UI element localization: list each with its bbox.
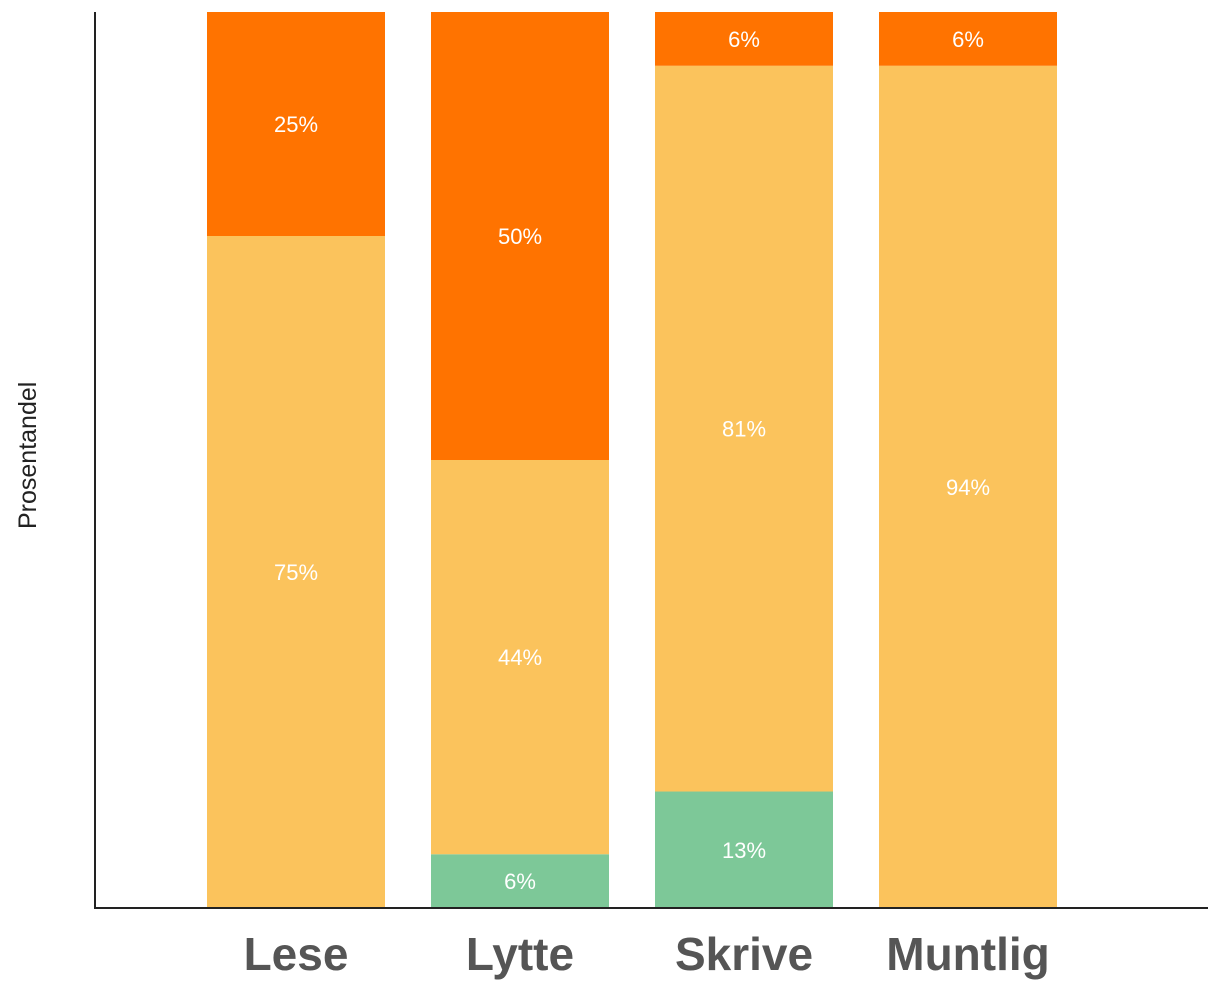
bar-segment-lese-1 bbox=[207, 236, 385, 908]
data-label-skrive-1: 81% bbox=[722, 417, 766, 442]
x-tick-label-skrive: Skrive bbox=[675, 928, 813, 980]
data-label-skrive-2: 6% bbox=[728, 27, 760, 52]
bar-segment-muntlig-2 bbox=[879, 12, 1057, 66]
x-tick-label-muntlig: Muntlig bbox=[886, 928, 1050, 980]
data-label-muntlig-2: 6% bbox=[952, 27, 984, 52]
data-label-lytte-2: 50% bbox=[498, 224, 542, 249]
y-axis-label: Prosentandel bbox=[14, 381, 42, 529]
bar-segment-lytte-2 bbox=[431, 12, 609, 460]
data-label-skrive-0: 13% bbox=[722, 838, 766, 863]
bar-segment-skrive-2 bbox=[655, 12, 833, 66]
bar-segment-skrive-0 bbox=[655, 791, 833, 908]
bars-layer bbox=[207, 12, 1057, 908]
bar-segment-lytte-1 bbox=[431, 460, 609, 855]
bar-segment-lytte-0 bbox=[431, 854, 609, 908]
bar-segment-lese-2 bbox=[207, 12, 385, 236]
data-label-lese-1: 75% bbox=[274, 560, 318, 585]
x-tick-labels-layer: Lese Lytte Skrive Muntlig bbox=[244, 928, 1050, 980]
bar-segment-muntlig-1 bbox=[879, 65, 1057, 908]
data-label-lytte-0: 6% bbox=[504, 869, 536, 894]
x-tick-label-lytte: Lytte bbox=[466, 928, 574, 980]
x-tick-label-lese: Lese bbox=[244, 928, 349, 980]
data-label-lese-2: 25% bbox=[274, 112, 318, 137]
data-label-lytte-1: 44% bbox=[498, 645, 542, 670]
data-label-muntlig-1: 94% bbox=[946, 475, 990, 500]
data-labels-layer: 75% 25% 6% 44% 50% 13% 81% 6% 94% 6% bbox=[274, 27, 990, 894]
bar-segment-skrive-1 bbox=[655, 65, 833, 792]
